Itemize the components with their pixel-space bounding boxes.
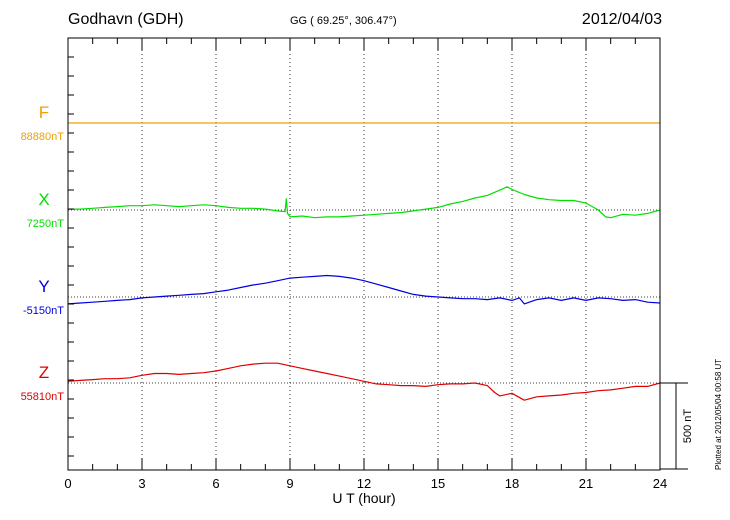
x-tick-label: 0 [64, 476, 71, 491]
x-tick-labels: 0 3 6 9 12 15 18 21 24 [64, 476, 667, 491]
x-axis-label: U T (hour) [332, 490, 395, 506]
channel-name-f: F [39, 103, 49, 122]
trace-x [68, 186, 661, 219]
scale-bar: 500 nT [660, 382, 694, 470]
chart-grid [141, 38, 587, 470]
station-coordinates: GG ( 69.25°, 306.47°) [290, 15, 397, 27]
channel-name-x: X [38, 190, 49, 209]
channel-baseline-z: 55810nT [21, 391, 65, 403]
channel-baseline-y: -5150nT [23, 305, 64, 317]
x-tick-label: 18 [505, 476, 519, 491]
x-tick-label: 3 [138, 476, 145, 491]
x-tick-label: 6 [212, 476, 219, 491]
channel-name-z: Z [39, 363, 49, 382]
x-tick-label: 24 [653, 476, 667, 491]
scale-bar-label: 500 nT [682, 409, 694, 444]
x-tick-label: 21 [579, 476, 593, 491]
x-tick-label: 15 [431, 476, 445, 491]
x-tick-label: 12 [357, 476, 371, 491]
trace-y [67, 274, 661, 305]
channel-traces [67, 122, 661, 401]
axis-ticks [68, 38, 636, 470]
station-title: Godhavn (GDH) [68, 11, 184, 28]
channel-baseline-x: 7250nT [27, 218, 65, 230]
trace-z [67, 362, 661, 401]
channel-labels: F 88880nT X 7250nT Y -5150nT Z 55810nT [21, 103, 65, 403]
channel-baseline-f: 88880nT [21, 131, 65, 143]
channel-name-y: Y [38, 277, 49, 296]
x-tick-label: 9 [286, 476, 293, 491]
plot-date: 2012/04/03 [581, 11, 662, 28]
